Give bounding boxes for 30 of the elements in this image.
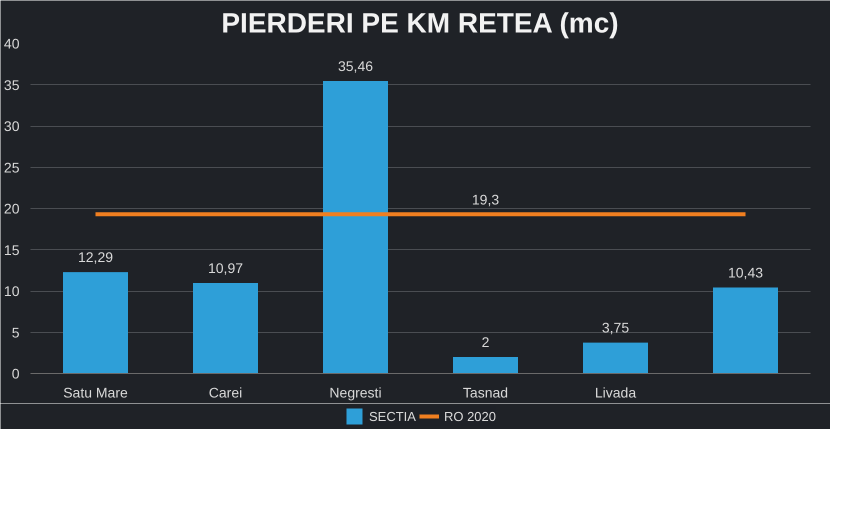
y-tick-label: 5 [12, 324, 20, 340]
bar [63, 272, 128, 374]
legend-label: RO 2020 [444, 408, 496, 424]
bar [713, 287, 778, 374]
data-label: 35,46 [338, 58, 374, 74]
y-tick-label: 20 [4, 200, 20, 216]
y-tick-label: 40 [4, 36, 20, 52]
data-label: 10,43 [728, 264, 764, 280]
x-tick-label: Tasnad [462, 384, 508, 400]
bar [583, 342, 648, 374]
y-tick-label: 30 [4, 118, 20, 134]
bar [453, 357, 518, 374]
x-tick-label: Carei [208, 384, 242, 400]
y-tick-label: 35 [4, 76, 20, 93]
data-label: 19,3 [472, 191, 500, 208]
x-tick-label: Satu Mare [63, 384, 128, 400]
x-tick-label: Negresti [329, 384, 382, 400]
legend-label: SECTIA [368, 408, 416, 424]
y-tick-label: 0 [12, 366, 20, 382]
y-tick-label: 25 [4, 159, 20, 176]
y-tick-label: 15 [4, 242, 20, 258]
data-label: 10,97 [208, 260, 244, 276]
y-tick-label: 10 [4, 283, 20, 299]
data-label: 2 [482, 334, 490, 350]
x-tick-label: Livada [594, 384, 636, 400]
bar [323, 80, 388, 374]
data-label: 12,29 [78, 249, 114, 266]
data-label: 3,75 [602, 320, 630, 336]
chart-title: PIERDERI PE KM RETEA (mc) [221, 8, 619, 38]
bar [193, 282, 258, 374]
